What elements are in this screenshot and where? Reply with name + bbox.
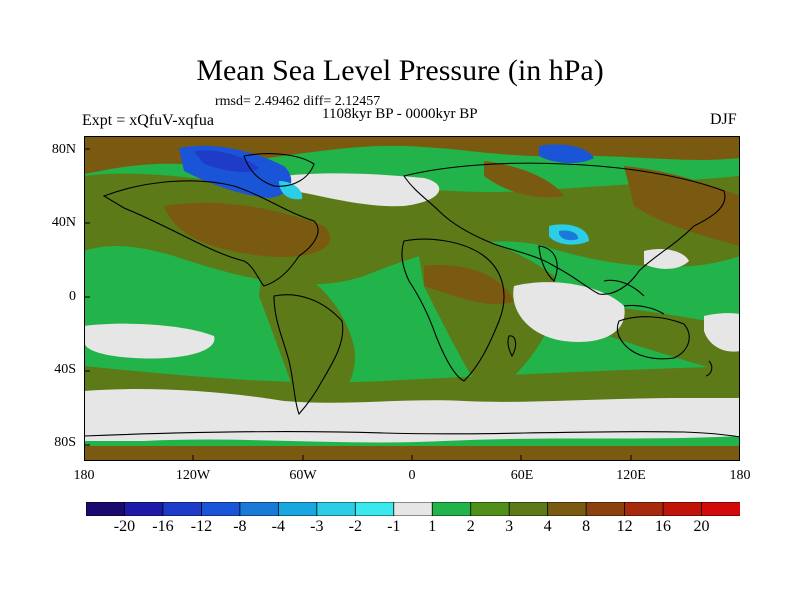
colorbar-swatch [393,502,434,516]
lat-label-80n: 80N [51,142,76,157]
colorbar-swatch [354,502,395,516]
lat-label-80s: 80S [54,435,76,450]
lon-label-180e: 180 [729,468,751,483]
colorbar-label: 12 [616,518,633,535]
lon-label-120w: 120W [175,468,211,483]
stats-label: rmsd= 2.49462 diff= 2.12457 [215,94,381,109]
colorbar-label: 20 [693,518,710,535]
colorbar-swatch [508,502,549,516]
colorbar-swatch [470,502,511,516]
olive-band-north [84,173,740,285]
season-label: DJF [710,111,737,128]
brown-north-pacific [164,202,331,257]
colorbar-label: -4 [271,518,285,535]
colorbar-swatch [316,502,357,516]
brown-europe [484,161,564,198]
colorbar-label: -20 [113,518,136,535]
page-title: Mean Sea Level Pressure (in hPa) [196,54,604,87]
colorbar-swatch [201,502,241,516]
colorbar-swatch [624,502,664,516]
colorbar-label: -8 [233,518,247,535]
colorbar-label: -16 [152,518,174,535]
brown-africa [424,265,514,305]
colorbar-label: 8 [582,518,591,535]
lon-label-60e: 60E [510,468,534,483]
colorbar-label: 16 [655,518,672,535]
low-greenland-core [194,150,259,173]
brown-arctic-band [84,136,740,174]
colorbar-label: 4 [543,518,552,535]
white-south-pacific [84,323,215,359]
brown-antarctic-strip [84,446,740,461]
colorbar-swatch [431,502,472,516]
colorbar-label: 2 [466,518,475,535]
period-label: 1108kyr BP - 0000kyr BP [322,106,478,122]
colorbar-swatch [277,502,318,516]
colorbar-label: 3 [505,518,514,535]
colorbar-swatch [86,502,126,516]
lat-label-40s: 40S [54,362,76,377]
colorbar-swatch [701,502,740,516]
colorbar-swatch [662,502,703,516]
tick-marks [84,148,632,461]
white-east-pacific [704,313,740,352]
colorbar-swatch [162,502,203,516]
colorbar [86,502,740,516]
white-southern-ocean [84,389,740,443]
colorbar-label: -3 [310,518,324,535]
lat-label-0: 0 [69,289,76,304]
pressure-map [84,136,740,461]
coastlines [84,153,740,438]
lon-label-120e: 120E [616,468,646,483]
lon-label-60w: 60W [289,468,317,483]
colorbar-swatch [585,502,626,516]
colorbar-label: -2 [348,518,362,535]
colorbar-label: -12 [190,518,213,535]
colorbar-label: -1 [387,518,401,535]
colorbar-swatch [239,502,280,516]
white-north-atlantic [284,173,440,207]
lat-label-40n: 40N [51,215,76,230]
lon-label-0: 0 [408,468,416,483]
lon-label-180w: 180 [73,468,95,483]
colorbar-swatch [124,502,164,516]
low-tibet-core [559,230,579,241]
experiment-label: Expt = xQfuV-xqfua [82,112,214,129]
white-north-pacific-west [644,249,689,269]
white-indian-ocean [513,282,625,342]
colorbar-label: 1 [428,518,437,535]
colorbar-swatch [547,502,588,516]
low-kara-sea [539,144,594,164]
